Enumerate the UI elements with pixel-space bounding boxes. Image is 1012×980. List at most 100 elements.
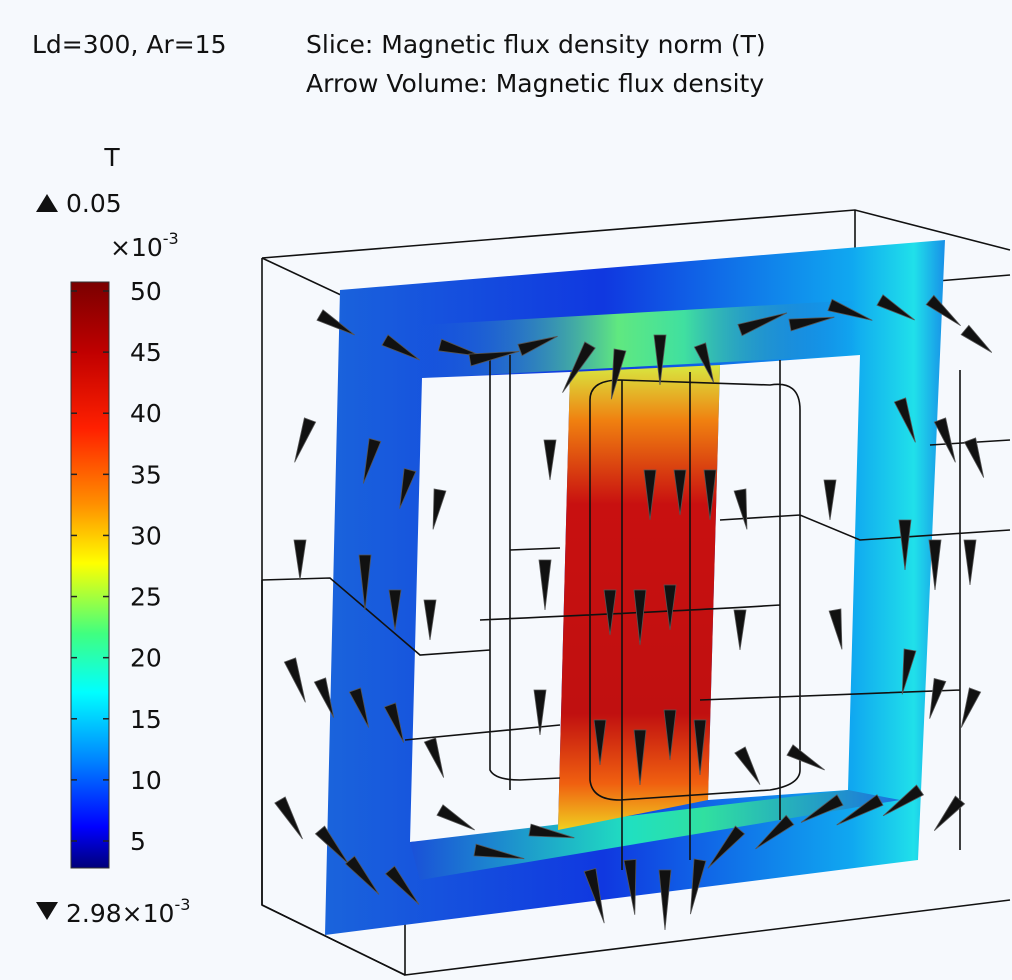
field-arrow bbox=[517, 335, 558, 357]
field-arrow bbox=[593, 719, 607, 766]
field-arrow bbox=[294, 417, 317, 463]
colorbar-tick-label: 30 bbox=[130, 521, 162, 550]
field-arrow bbox=[893, 397, 916, 443]
model-view bbox=[261, 209, 1011, 976]
min-exponent: -3 bbox=[174, 895, 190, 914]
field-arrow bbox=[423, 599, 437, 641]
max-marker bbox=[36, 194, 58, 212]
field-arrow bbox=[898, 519, 912, 571]
field-arrow bbox=[437, 338, 484, 358]
field-arrow bbox=[693, 719, 707, 776]
field-arrow bbox=[623, 859, 637, 915]
field-arrow bbox=[399, 467, 417, 509]
yoke-top-glow bbox=[420, 300, 860, 378]
field-arrow bbox=[960, 687, 982, 728]
field-arrow bbox=[663, 584, 677, 631]
scale-exponent: -3 bbox=[163, 229, 179, 248]
colorbar-tick-label: 5 bbox=[130, 827, 146, 856]
field-arrow bbox=[828, 608, 843, 650]
field-arrow bbox=[358, 554, 372, 611]
field-arrow bbox=[643, 469, 657, 521]
field-arrow bbox=[316, 309, 355, 336]
field-arrow bbox=[583, 867, 605, 924]
colorbar-tick-label: 10 bbox=[130, 766, 162, 795]
colorbar-tick-label: 25 bbox=[130, 583, 162, 612]
field-arrow bbox=[383, 702, 405, 743]
field-arrow bbox=[381, 334, 420, 361]
field-arrow bbox=[423, 737, 445, 778]
field-arrow bbox=[658, 869, 672, 931]
field-arrow bbox=[283, 657, 306, 703]
colorbar-scale: ×10-3 bbox=[110, 229, 179, 262]
field-arrow bbox=[384, 865, 420, 905]
field-arrow bbox=[876, 294, 915, 321]
field-arrow bbox=[733, 609, 747, 651]
field-arrow bbox=[344, 855, 380, 895]
field-arrow bbox=[928, 539, 942, 591]
field-arrow bbox=[925, 294, 961, 327]
colorbar-tick-label: 45 bbox=[130, 338, 162, 367]
field-arrow bbox=[314, 825, 350, 865]
field-arrow bbox=[293, 539, 307, 581]
field-arrow bbox=[963, 437, 985, 478]
field-arrow bbox=[933, 417, 956, 463]
colorbar-tick-label: 35 bbox=[130, 460, 162, 489]
field-arrow bbox=[633, 729, 647, 786]
field-arrow bbox=[734, 746, 761, 785]
field-arrow bbox=[827, 298, 873, 321]
field-arrow bbox=[800, 794, 844, 823]
field-arrow bbox=[929, 677, 947, 719]
field-arrow bbox=[603, 589, 617, 636]
field-arrow bbox=[933, 795, 966, 831]
field-arrow bbox=[673, 469, 687, 516]
field-arrow bbox=[362, 437, 382, 484]
field-arrow bbox=[610, 348, 627, 400]
colorbar bbox=[70, 281, 110, 869]
field-arrow bbox=[538, 559, 552, 611]
field-arrow bbox=[901, 648, 917, 695]
plot-title: Slice: Magnetic flux density norm (T) bbox=[306, 30, 766, 59]
field-arrow bbox=[473, 843, 525, 860]
colorbar-tick-label: 50 bbox=[130, 277, 162, 306]
field-arrow bbox=[388, 589, 402, 631]
field-arrow bbox=[707, 825, 746, 869]
field-arrow bbox=[348, 687, 370, 728]
field-arrow bbox=[274, 796, 303, 840]
colorbar-tick-label: 20 bbox=[130, 644, 162, 673]
field-arrow bbox=[823, 479, 837, 521]
scale-base: ×10 bbox=[110, 233, 163, 262]
field-arrow bbox=[633, 589, 647, 646]
field-arrow bbox=[653, 334, 667, 386]
dataset-label: Ld=300, Ar=15 bbox=[32, 30, 227, 59]
field-arrow bbox=[836, 794, 884, 826]
field-arrow bbox=[733, 488, 748, 530]
field-arrow bbox=[693, 342, 715, 383]
field-arrow bbox=[788, 316, 835, 332]
field-arrow bbox=[313, 677, 335, 718]
min-base: 2.98×10 bbox=[66, 899, 174, 928]
yoke-bottom-glow bbox=[410, 790, 900, 880]
min-marker bbox=[36, 902, 58, 920]
colorbar-tick-label: 40 bbox=[130, 399, 162, 428]
field-arrow bbox=[882, 784, 925, 817]
colorbar-tick-label: 15 bbox=[130, 705, 162, 734]
field-arrow bbox=[436, 804, 475, 831]
field-arrow bbox=[755, 814, 795, 850]
field-arrow bbox=[663, 709, 677, 761]
field-arrow bbox=[786, 744, 825, 771]
field-arrow bbox=[543, 439, 557, 481]
field-arrow bbox=[562, 341, 596, 393]
wireframe-front bbox=[261, 355, 1011, 976]
field-arrow bbox=[533, 689, 547, 736]
field-arrow bbox=[703, 469, 717, 521]
field-arrow bbox=[468, 350, 520, 367]
plot-subtitle: Arrow Volume: Magnetic flux density bbox=[306, 69, 764, 98]
field-arrow bbox=[690, 858, 707, 915]
field-arrow bbox=[737, 312, 788, 337]
field-arrow bbox=[432, 488, 447, 530]
colorbar-max: 0.05 bbox=[66, 189, 122, 218]
field-arrow bbox=[963, 539, 977, 586]
colorbar-unit: T bbox=[103, 143, 120, 172]
colorbar-min: 2.98×10-3 bbox=[66, 895, 190, 928]
